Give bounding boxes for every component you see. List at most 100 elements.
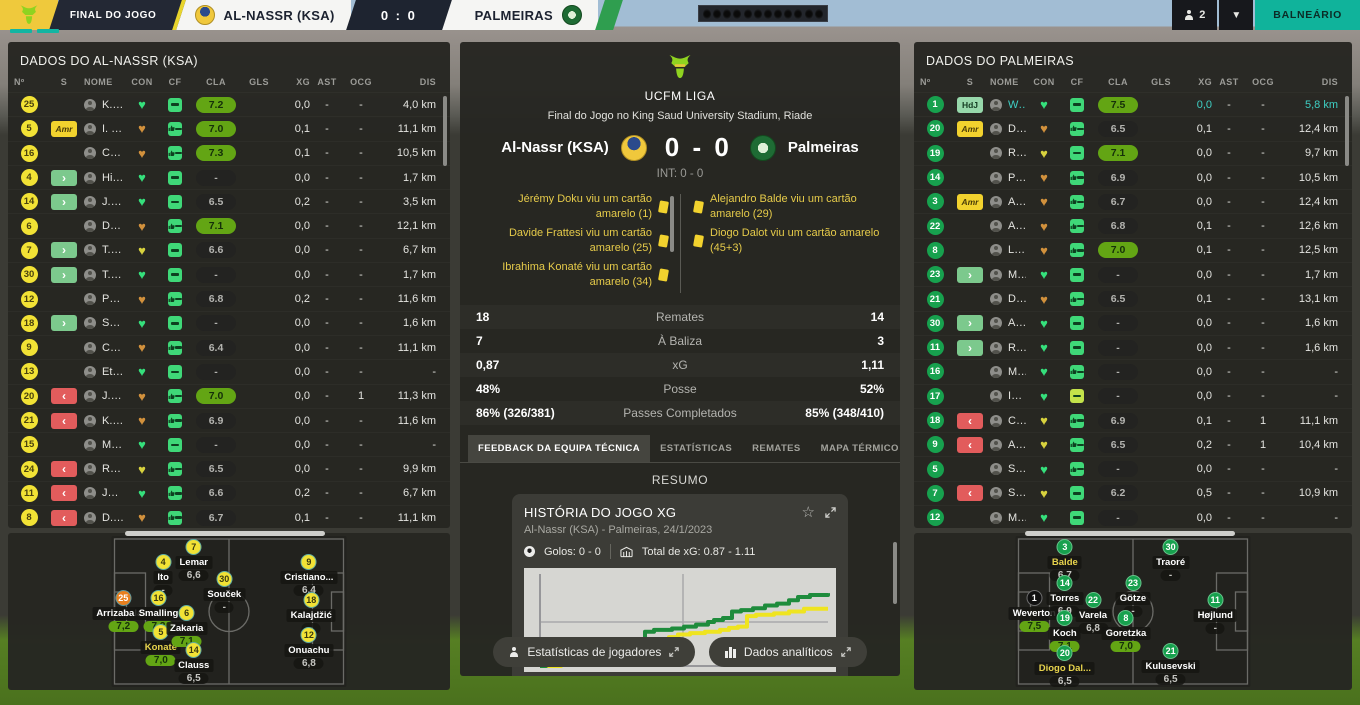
horizontal-scrollbar[interactable] xyxy=(1025,531,1235,536)
pitch-player-chip[interactable]: 30 Souček - xyxy=(187,570,261,613)
player-row[interactable]: 16 Chris Smalling ♥ 7.3 0,1 - - 10,5 km xyxy=(8,141,450,165)
player-row[interactable]: 30 › T. Souček ♥ - 0,0 - - 1,7 km xyxy=(8,262,450,286)
column-header[interactable]: GLS xyxy=(1151,77,1171,87)
player-row[interactable]: 6 Denis Zakaria ♥ 7.1 0,0 - - 12,1 km xyxy=(8,213,450,237)
vertical-scrollbar[interactable] xyxy=(443,96,447,166)
events-scrollbar[interactable] xyxy=(670,196,674,252)
column-header[interactable]: DIS xyxy=(1321,77,1338,87)
player-row[interactable]: 24 ‹ Reece James ♥ 6.5 0,0 - - 9,9 km xyxy=(8,456,450,480)
column-header[interactable]: CON xyxy=(131,77,153,87)
column-header[interactable]: XG xyxy=(296,77,310,87)
pitch-player-chip[interactable]: 23 Götze - xyxy=(1096,575,1170,618)
player-row[interactable]: 23 › Mario Götze ♥ - 0,0 - - 1,7 km xyxy=(914,262,1352,286)
player-row[interactable]: 14 Pau Torres ♥ 6.9 0,0 - - 10,5 km xyxy=(914,165,1352,189)
pitch-player-chip[interactable]: 7 Lemar 6,6 xyxy=(157,539,231,582)
window-tabs[interactable] xyxy=(10,29,59,33)
horizontal-scrollbar[interactable] xyxy=(125,531,325,536)
minus-icon xyxy=(1070,486,1084,501)
column-header[interactable]: AST xyxy=(1219,77,1239,87)
tab-0[interactable]: FEEDBACK DA EQUIPA TÉCNICA xyxy=(468,435,651,463)
away-team-name[interactable]: PALMEIRAS xyxy=(474,7,553,23)
player-row[interactable]: 18 › Saša Kalajdžić ♥ - 0,0 - - 1,6 km xyxy=(8,311,450,335)
column-header[interactable]: Nº xyxy=(14,77,25,87)
pitch-player-chip[interactable]: 20 Diogo Dal... 6,5 xyxy=(1028,644,1102,687)
player-row[interactable]: 7 › T. Lemar ♥ 6.6 0,0 - - 6,7 km xyxy=(8,238,450,262)
home-team-name[interactable]: Al-Nassr (KSA) xyxy=(501,139,609,156)
player-row[interactable]: 5 Amr I. Konaté ♥ 7.0 0,1 - - 11,1 km xyxy=(8,116,450,140)
column-header[interactable]: GLS xyxy=(249,77,269,87)
player-row[interactable]: 22 Alan Varela ♥ 6.8 0,1 - - 12,6 km xyxy=(914,213,1352,237)
pitch-player-chip[interactable]: 11 Højlund - xyxy=(1178,591,1252,634)
column-header[interactable]: OCG xyxy=(350,77,372,87)
player-row[interactable]: 11 › R. Højlund ♥ - 0,0 - - 1,6 km xyxy=(914,335,1352,359)
player-row[interactable]: 7 ‹ S. Gnabry ♥ 6.2 0,5 - - 10,9 km xyxy=(914,481,1352,505)
sub-off-booked-icon: ‹ xyxy=(47,485,77,502)
column-header[interactable]: NOME xyxy=(84,77,113,87)
player-row[interactable]: 3 Amr A. Balde ♥ 6.7 0,0 - - 12,4 km xyxy=(914,189,1352,213)
star-icon[interactable]: ☆ xyxy=(801,504,815,522)
vertical-scrollbar[interactable] xyxy=(893,542,897,604)
column-header[interactable]: AST xyxy=(317,77,337,87)
column-header[interactable]: Nº xyxy=(920,77,931,87)
player-row[interactable]: 21 D. Kulusevski ♥ 6.5 0,1 - - 13,1 km xyxy=(914,286,1352,310)
pitch-player-chip[interactable]: 22 Varela 6,8 xyxy=(1056,591,1130,634)
player-row[interactable]: 20 Amr Diogo Dalot ♥ 6.5 0,1 - - 12,4 km xyxy=(914,116,1352,140)
player-row[interactable]: 9 Cristiano Ro... ♥ 6.4 0,0 - - 11,1 km xyxy=(8,335,450,359)
player-row[interactable]: 5 S. Kolašinac ♥ - 0,0 - - - xyxy=(914,456,1352,480)
pitch-player-chip[interactable]: 6 Zakaria 7,1 xyxy=(150,605,224,648)
column-header[interactable]: DIS xyxy=(419,77,436,87)
league-name[interactable]: UCFM LIGA xyxy=(644,89,716,103)
column-header[interactable]: S xyxy=(60,77,68,87)
column-header[interactable]: CON xyxy=(1033,77,1055,87)
player-row[interactable]: 12 M. Guendouzi ♥ - 0,0 - - - xyxy=(914,505,1352,528)
locker-room-button[interactable]: BALNEÁRIO xyxy=(1255,0,1360,30)
tab-2[interactable]: REMATES xyxy=(752,443,801,455)
column-header[interactable]: OCG xyxy=(1252,77,1274,87)
player-row[interactable]: 4 › Hiroki Ito ♥ - 0,0 - - 1,7 km xyxy=(8,165,450,189)
column-header[interactable]: CLA xyxy=(206,77,226,87)
pitch-player-chip[interactable]: 14 Clauss 6,5 xyxy=(157,641,231,684)
pitch-player-chip[interactable]: 4 Ito - xyxy=(126,554,200,597)
player-row[interactable]: 15 Moise Kean ♥ - 0,0 - - - xyxy=(8,432,450,456)
player-row[interactable]: 20 ‹ J. Bowen ♥ 7.0 0,0 - 1 11,3 km xyxy=(8,384,450,408)
column-header[interactable]: NOME xyxy=(990,77,1019,87)
player-row[interactable]: 21 ‹ K. Tsimikas ♥ 6.9 0,0 - - 11,6 km xyxy=(8,408,450,432)
column-header[interactable]: XG xyxy=(1198,77,1212,87)
pitch-player-chip[interactable]: 8 Goretzka 7,0 xyxy=(1089,609,1163,652)
player-row[interactable]: 14 › J. Clauss ♥ 6.5 0,2 - - 3,5 km xyxy=(8,189,450,213)
player-row[interactable]: 19 Robin Koch ♥ 7.1 0,0 - - 9,7 km xyxy=(914,141,1352,165)
pitch-player-chip[interactable]: 30 Traoré - xyxy=(1134,539,1208,582)
player-row[interactable]: 11 ‹ Jérémy Doku ♥ 6.6 0,2 - - 6,7 km xyxy=(8,481,450,505)
player-row[interactable]: 1 HdJ Weverton ♥ 7.5 0,0 - - 5,8 km xyxy=(914,92,1352,116)
vertical-scrollbar[interactable] xyxy=(1345,96,1349,166)
player-stats-button[interactable]: Estatísticas de jogadores xyxy=(493,637,696,667)
player-row[interactable]: 13 Etrit Berisha ♥ - 0,0 - - - xyxy=(8,359,450,383)
pitch-player-chip[interactable]: 5 Konaté 7,0 xyxy=(124,623,198,666)
pitch-player-chip[interactable]: 1 Weverton 7,5 xyxy=(997,590,1071,633)
player-row[interactable]: 30 › A. Traoré ♥ - 0,0 - - 1,6 km xyxy=(914,311,1352,335)
player-row[interactable]: 9 ‹ A. Mitrović ♥ 6.5 0,2 - 1 10,4 km xyxy=(914,432,1352,456)
column-header[interactable]: CF xyxy=(168,77,182,87)
player-row[interactable]: 17 Igor ♥ - 0,0 - - - xyxy=(914,384,1352,408)
league-logo-block[interactable] xyxy=(0,0,58,30)
home-team-name[interactable]: AL-NASSR (KSA) xyxy=(223,7,335,23)
expand-icon[interactable] xyxy=(825,507,836,519)
tab-3[interactable]: MAPA TÉRMICO xyxy=(820,443,899,455)
pitch-player-chip[interactable]: 21 Kulusevski 6,5 xyxy=(1134,643,1208,686)
column-header[interactable]: CF xyxy=(1070,77,1084,87)
player-row[interactable]: 8 L. Goretzka ♥ 7.0 0,1 - - 12,5 km xyxy=(914,238,1352,262)
away-team-name[interactable]: Palmeiras xyxy=(787,139,859,156)
spectator-count-button[interactable]: 2 xyxy=(1172,0,1218,30)
player-row[interactable]: 12 Paul Onuachu ♥ 6.8 0,2 - - 11,6 km xyxy=(8,286,450,310)
player-row[interactable]: 16 Mike Maignan ♥ - 0,0 - - - xyxy=(914,359,1352,383)
player-row[interactable]: 18 ‹ C. Nkunku ♥ 6.9 0,1 - 1 11,1 km xyxy=(914,408,1352,432)
tab-1[interactable]: ESTATÍSTICAS xyxy=(660,443,733,455)
dropdown-toggle[interactable]: ▼ xyxy=(1219,0,1254,30)
pitch-player-chip[interactable]: 12 Onuachu 6,8 xyxy=(272,626,346,669)
player-row[interactable]: 25 K. Arrizabal... ♥ 7.2 0,0 - - 4,0 km xyxy=(8,92,450,116)
column-header[interactable]: CLA xyxy=(1108,77,1128,87)
analytics-button[interactable]: Dados analíticos xyxy=(709,637,867,667)
player-row[interactable]: 8 ‹ D. Frattesi ♥ 6.7 0,1 - - 11,1 km xyxy=(8,505,450,528)
pitch-player-chip[interactable]: 9 Cristiano... 6,4 xyxy=(272,554,346,597)
column-header[interactable]: S xyxy=(966,77,974,87)
